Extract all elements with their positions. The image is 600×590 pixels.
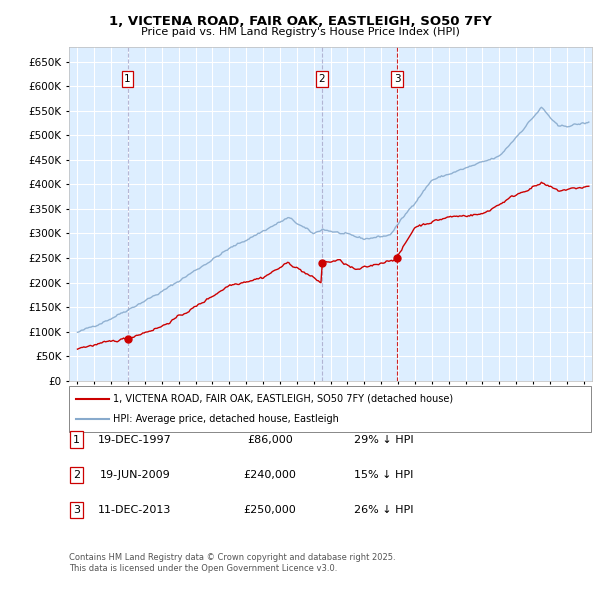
Text: 15% ↓ HPI: 15% ↓ HPI [355,470,413,480]
Text: £86,000: £86,000 [247,435,293,444]
Text: 1: 1 [124,74,131,84]
Text: 1, VICTENA ROAD, FAIR OAK, EASTLEIGH, SO50 7FY (detached house): 1, VICTENA ROAD, FAIR OAK, EASTLEIGH, SO… [113,394,454,404]
Text: 1, VICTENA ROAD, FAIR OAK, EASTLEIGH, SO50 7FY: 1, VICTENA ROAD, FAIR OAK, EASTLEIGH, SO… [109,15,491,28]
Text: 11-DEC-2013: 11-DEC-2013 [98,506,172,515]
Text: This data is licensed under the Open Government Licence v3.0.: This data is licensed under the Open Gov… [69,565,337,573]
Text: 26% ↓ HPI: 26% ↓ HPI [354,506,414,515]
Text: £240,000: £240,000 [244,470,296,480]
Text: 2: 2 [73,470,80,480]
Text: 3: 3 [394,74,400,84]
Text: 19-JUN-2009: 19-JUN-2009 [100,470,170,480]
Text: 2: 2 [319,74,325,84]
Text: 1: 1 [73,435,80,444]
Text: Contains HM Land Registry data © Crown copyright and database right 2025.: Contains HM Land Registry data © Crown c… [69,553,395,562]
Text: HPI: Average price, detached house, Eastleigh: HPI: Average price, detached house, East… [113,414,339,424]
Text: Price paid vs. HM Land Registry's House Price Index (HPI): Price paid vs. HM Land Registry's House … [140,27,460,37]
Text: 29% ↓ HPI: 29% ↓ HPI [354,435,414,444]
Text: £250,000: £250,000 [244,506,296,515]
Text: 19-DEC-1997: 19-DEC-1997 [98,435,172,444]
Text: 3: 3 [73,506,80,515]
